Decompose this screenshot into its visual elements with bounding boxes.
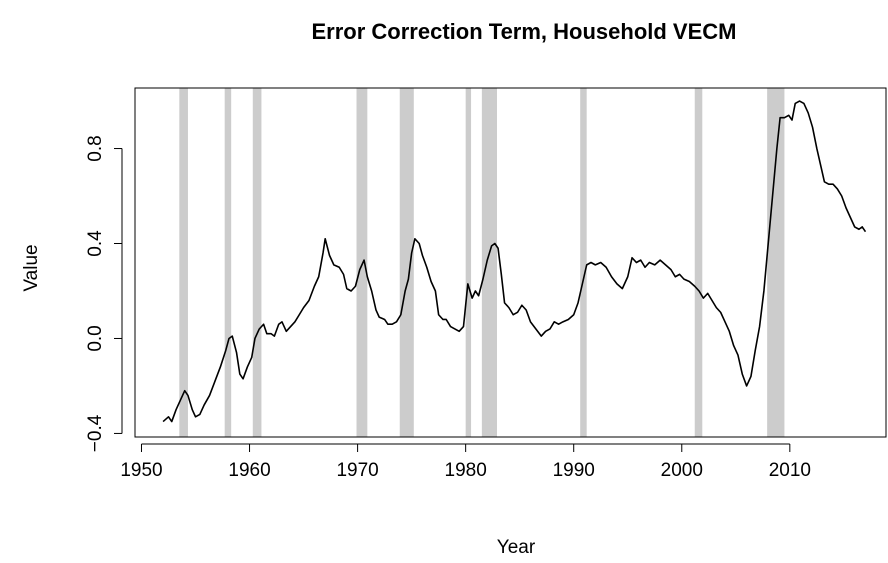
y-tick-label: 0.8 <box>85 135 106 161</box>
x-tick-label: 1960 <box>228 460 270 481</box>
data-line <box>162 100 867 423</box>
x-axis-label: Year <box>497 537 536 558</box>
shaded-region <box>399 88 414 437</box>
x-tick-label: 1980 <box>445 460 487 481</box>
x-tick-label: 2000 <box>661 460 703 481</box>
y-tick-label: −0.4 <box>85 414 106 452</box>
shaded-region <box>580 88 587 437</box>
shaded-region <box>252 88 262 437</box>
shaded-region <box>356 88 368 437</box>
plot-frame <box>134 87 887 438</box>
shaded-region <box>767 88 785 437</box>
chart-title: Error Correction Term, Household VECM <box>312 19 737 44</box>
x-tick-label: 1950 <box>120 460 162 481</box>
x-tick-label: 1990 <box>553 460 595 481</box>
y-tick-label: 0.0 <box>85 325 106 351</box>
x-tick-label: 2010 <box>769 460 811 481</box>
shaded-region <box>224 88 232 437</box>
shaded-region <box>694 88 703 437</box>
x-tick-label: 1970 <box>336 460 378 481</box>
shaded-region <box>465 88 472 437</box>
shaded-region <box>179 88 188 437</box>
y-axis-label: Value <box>21 244 42 291</box>
shaded-region <box>481 88 497 437</box>
y-tick-label: 0.4 <box>85 230 106 257</box>
